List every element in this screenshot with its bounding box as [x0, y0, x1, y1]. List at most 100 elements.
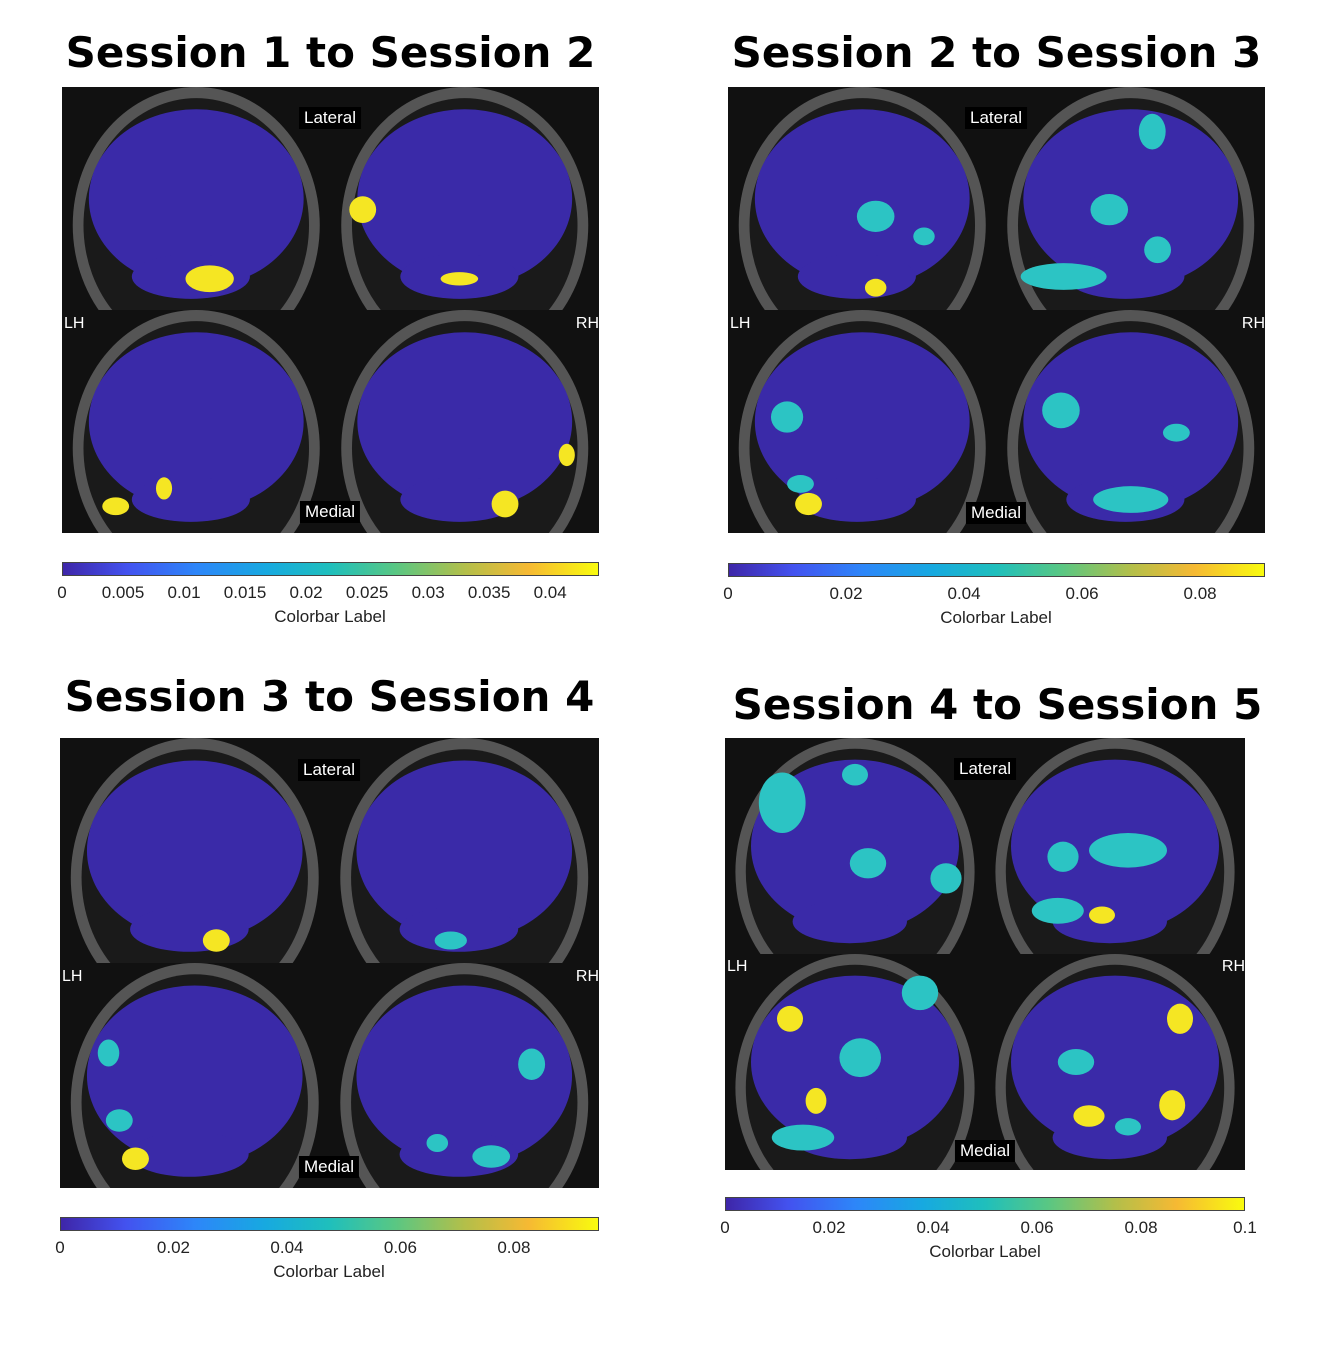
- panel-3-lateral-label: Lateral: [298, 759, 360, 781]
- panel-1-colorbar: [62, 562, 599, 576]
- brain-cerebellum: [792, 900, 907, 944]
- highlight-region: [805, 1087, 827, 1114]
- brain-cerebellum: [792, 1116, 907, 1160]
- highlight-region: [1020, 263, 1107, 290]
- brain-surface: [356, 985, 573, 1166]
- highlight-region: [121, 1147, 149, 1170]
- panel-1-brain-svg: [62, 87, 599, 533]
- panel-3-medial-label: Medial: [298, 1156, 360, 1178]
- brain-cerebellum: [130, 1131, 249, 1177]
- colorbar-tick-label: 0.04: [270, 1238, 304, 1257]
- highlight-region: [1047, 841, 1079, 872]
- brain-cerebellum: [1066, 254, 1185, 299]
- colorbar-tick-label: 0.06: [1065, 584, 1099, 603]
- highlight-region: [1057, 1049, 1095, 1075]
- highlight-region: [1089, 906, 1115, 924]
- highlight-region: [102, 497, 130, 516]
- panel-3-rh-label: RH: [575, 968, 599, 985]
- panel-3-brain-figure: Lateral Medial LH RH: [60, 738, 599, 1188]
- highlight-region: [795, 492, 822, 516]
- panel-3-colorbar-label: Colorbar Label: [273, 1262, 385, 1281]
- panel-1-lh-label: LH: [64, 315, 85, 332]
- panel-4-colorbar-label: Colorbar Label: [929, 1242, 1041, 1261]
- panel-1-colorbar-label: Colorbar Label: [274, 607, 386, 626]
- panel-4-lateral-label: Lateral: [954, 758, 1016, 780]
- brain-surface: [754, 332, 970, 511]
- highlight-region: [1144, 236, 1172, 264]
- brain-cerebellum: [797, 254, 916, 299]
- panel-2-brain-svg: [728, 87, 1265, 533]
- panel-1-lateral-label: Lateral: [299, 107, 361, 129]
- panel-2-colorbar: [728, 563, 1265, 577]
- panel-4-brain-figure: Lateral Medial LH RH: [725, 738, 1245, 1170]
- highlight-region: [1159, 1090, 1186, 1121]
- brain-surface: [88, 109, 304, 288]
- highlight-region: [426, 1134, 449, 1152]
- highlight-region: [472, 1145, 511, 1168]
- highlight-region: [1089, 833, 1167, 868]
- highlight-region: [930, 863, 962, 894]
- panel-4-rh-label: RH: [1221, 958, 1245, 975]
- brain-cerebellum: [1052, 1116, 1167, 1160]
- panel-3-title: Session 3 to Session 4: [64, 672, 595, 721]
- panel-4-lh-label: LH: [727, 958, 748, 975]
- brain-cerebellum: [400, 477, 519, 522]
- brain-surface: [1023, 109, 1239, 288]
- highlight-region: [1167, 1003, 1193, 1034]
- highlight-region: [901, 975, 939, 1011]
- brain-cerebellum: [131, 477, 250, 522]
- highlight-region: [1073, 1105, 1105, 1127]
- colorbar-tick-label: 0.005: [101, 583, 145, 602]
- panel-3-brain-svg: [60, 738, 599, 1188]
- brain-cerebellum: [130, 906, 249, 952]
- colorbar-tick-label: 0.03: [411, 583, 445, 602]
- colorbar-tick-label: 0.08: [497, 1238, 531, 1257]
- colorbar-tick-label: 0.02: [812, 1218, 846, 1237]
- colorbar-tick-label: 0.1: [1233, 1218, 1257, 1237]
- panel-3-colorbar: [60, 1217, 599, 1231]
- panel-4-colorbar: [725, 1197, 1245, 1211]
- colorbar-tick-label: 0: [57, 583, 67, 602]
- highlight-region: [770, 401, 804, 433]
- colorbar-tick-label: 0: [55, 1238, 65, 1257]
- highlight-region: [155, 477, 173, 500]
- highlight-region: [787, 475, 814, 493]
- colorbar-tick-label: 0.04: [533, 583, 567, 602]
- panel-2-medial-label: Medial: [965, 502, 1027, 524]
- highlight-region: [842, 763, 868, 786]
- colorbar-tick-label: 0.04: [916, 1218, 950, 1237]
- highlight-region: [1093, 486, 1169, 513]
- colorbar-tick-label: 0.025: [345, 583, 389, 602]
- colorbar-tick-label: 0: [723, 584, 733, 603]
- panel-4-title: Session 4 to Session 5: [732, 680, 1263, 729]
- highlight-region: [518, 1048, 546, 1080]
- highlight-region: [185, 265, 234, 293]
- panel-1-brain-figure: Lateral Medial LH RH: [62, 87, 599, 533]
- brain-surface: [88, 332, 304, 511]
- colorbar-tick-label: 0.015: [223, 583, 267, 602]
- panel-4-medial-label: Medial: [954, 1140, 1016, 1162]
- panel-2-lh-label: LH: [730, 315, 751, 332]
- panel-2-colorbar-label: Colorbar Label: [940, 608, 1052, 627]
- brain-cerebellum: [797, 477, 916, 522]
- highlight-region: [434, 931, 467, 950]
- highlight-region: [349, 196, 377, 224]
- brain-surface: [86, 760, 303, 941]
- highlight-region: [777, 1005, 803, 1032]
- highlight-region: [491, 490, 519, 518]
- colorbar-tick-label: 0.06: [383, 1238, 417, 1257]
- highlight-region: [849, 848, 887, 879]
- colorbar-tick-label: 0.035: [467, 583, 511, 602]
- highlight-region: [97, 1039, 120, 1067]
- colorbar-tick-label: 0.01: [167, 583, 201, 602]
- colorbar-tick-label: 0.02: [289, 583, 323, 602]
- panel-4-brain-svg: [725, 738, 1245, 1170]
- highlight-region: [1138, 113, 1166, 150]
- brain-surface: [356, 760, 573, 941]
- highlight-region: [1042, 392, 1080, 429]
- colorbar-tick-label: 0.08: [1183, 584, 1217, 603]
- highlight-region: [202, 929, 230, 952]
- colorbar-tick-label: 0.08: [1124, 1218, 1158, 1237]
- colorbar-tick-label: 0.02: [829, 584, 863, 603]
- brain-cerebellum: [399, 906, 519, 952]
